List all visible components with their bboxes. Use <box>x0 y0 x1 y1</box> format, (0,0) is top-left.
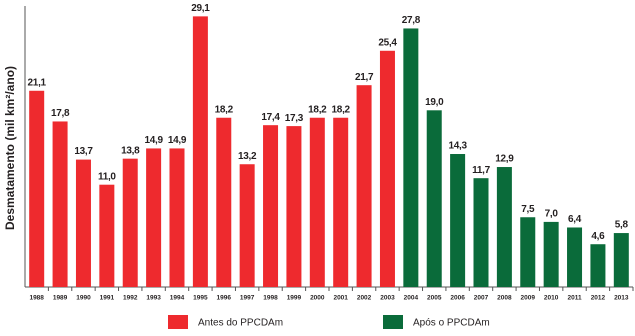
bar <box>356 85 372 287</box>
x-tick-label: 1996 <box>217 295 232 302</box>
legend-swatch <box>168 315 188 329</box>
bar <box>379 50 395 287</box>
value-label: 18,2 <box>332 104 351 115</box>
bar <box>29 90 45 288</box>
y-axis-label: Desmatamento (mil km²/ano) <box>3 66 17 230</box>
x-tick-label: 2012 <box>591 295 606 302</box>
x-tick-label: 2003 <box>380 295 395 302</box>
value-label: 13,7 <box>74 146 93 157</box>
x-tick-label: 1991 <box>100 295 115 302</box>
value-label: 13,2 <box>238 151 257 162</box>
value-label: 4,6 <box>591 231 605 242</box>
x-tick-label: 1998 <box>263 295 278 302</box>
value-label: 5,8 <box>615 220 629 231</box>
bar <box>543 221 559 287</box>
x-tick-label: 2008 <box>497 295 512 302</box>
legend-swatch <box>383 315 403 329</box>
value-label: 17,4 <box>261 112 280 123</box>
bar <box>192 16 208 288</box>
value-label: 21,7 <box>355 72 374 83</box>
bar <box>403 28 419 288</box>
bar <box>263 125 279 288</box>
bar <box>333 117 349 288</box>
x-tick-label: 2007 <box>474 295 489 302</box>
x-tick-label: 1993 <box>146 295 161 302</box>
x-tick-label: 1999 <box>287 295 302 302</box>
bar <box>99 184 115 287</box>
bar <box>309 117 325 288</box>
x-tick-label: 2002 <box>357 295 372 302</box>
x-tick-label: 2006 <box>450 295 465 302</box>
bar <box>590 244 606 287</box>
legend-label: Antes do PPCDAm <box>198 318 283 329</box>
value-label: 17,3 <box>285 113 304 124</box>
value-label: 14,9 <box>168 135 187 146</box>
value-label: 11,7 <box>472 165 490 176</box>
value-label: 7,0 <box>545 209 559 220</box>
x-tick-label: 2000 <box>310 295 325 302</box>
bar <box>473 178 489 287</box>
x-tick-label: 2013 <box>614 295 629 302</box>
value-label: 13,8 <box>121 145 140 156</box>
bar <box>520 217 536 287</box>
x-tick-label: 2001 <box>333 295 348 302</box>
x-tick-label: 1990 <box>76 295 91 302</box>
x-tick-label: 2004 <box>404 295 419 302</box>
x-tick-label: 2010 <box>544 295 559 302</box>
x-tick-label: 1989 <box>53 295 68 302</box>
x-tick-label: 2011 <box>567 295 581 302</box>
value-label: 27,8 <box>402 15 421 26</box>
bar <box>216 117 232 288</box>
x-tick-label: 1995 <box>193 295 208 302</box>
bar <box>239 164 255 287</box>
x-tick-label: 1988 <box>29 295 44 302</box>
value-label: 29,1 <box>191 3 210 14</box>
bar <box>146 148 162 287</box>
x-tick-label: 2005 <box>427 295 442 302</box>
x-tick-label: 2009 <box>521 295 536 302</box>
value-label: 19,0 <box>425 97 444 108</box>
legend-label: Após o PPCDAm <box>413 318 490 329</box>
bar <box>426 110 442 287</box>
bar <box>613 233 629 287</box>
x-tick-label: 1992 <box>123 295 138 302</box>
bar <box>122 158 138 287</box>
value-label: 7,5 <box>521 204 535 215</box>
value-label: 18,2 <box>215 104 234 115</box>
bar <box>169 148 185 287</box>
bar <box>286 126 302 287</box>
value-label: 6,4 <box>568 214 582 225</box>
value-label: 25,4 <box>378 37 397 48</box>
bar <box>450 154 466 287</box>
x-tick-label: 1994 <box>170 295 185 302</box>
value-label: 12,9 <box>495 154 514 165</box>
value-label: 14,9 <box>144 135 163 146</box>
bar <box>75 159 91 287</box>
value-label: 21,1 <box>28 77 47 88</box>
value-label: 17,8 <box>51 108 70 119</box>
bar <box>496 167 512 287</box>
bar <box>567 227 583 287</box>
value-label: 18,2 <box>308 104 327 115</box>
bar <box>52 121 68 288</box>
value-label: 14,3 <box>448 141 467 152</box>
value-label: 11,0 <box>98 171 116 182</box>
x-tick-label: 1997 <box>240 295 255 302</box>
